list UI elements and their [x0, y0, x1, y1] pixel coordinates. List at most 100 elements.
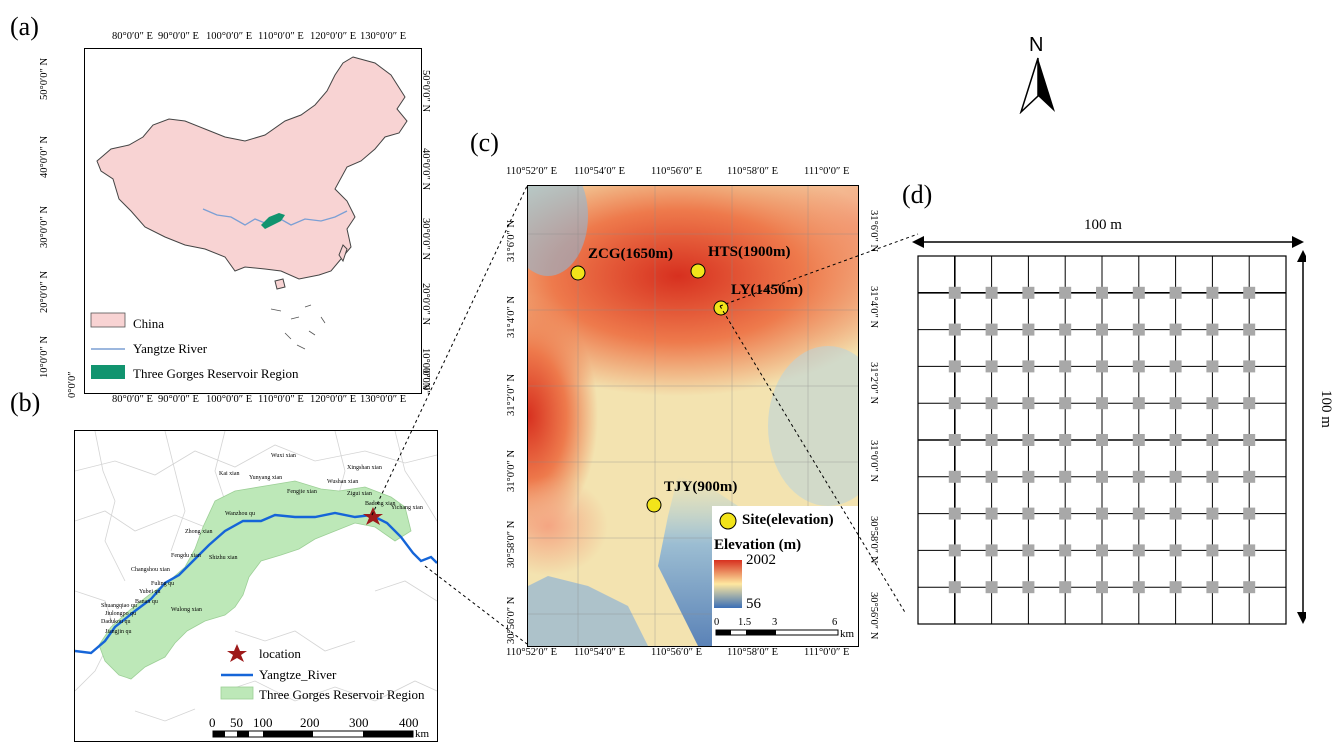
subplot-square — [1169, 581, 1182, 594]
legend-location-label: location — [259, 646, 301, 661]
site-marker-zcg — [570, 265, 586, 281]
subplot-square — [1132, 434, 1145, 446]
lat-label-left: 50°0′0″ N — [39, 57, 50, 100]
subplot-square — [1059, 397, 1072, 410]
lat-label-left: 30°0′0″ N — [39, 205, 50, 248]
scale-label-c: 6 — [832, 617, 838, 628]
subplot-square — [948, 470, 961, 483]
subplot-square — [1243, 360, 1256, 373]
location-star — [363, 507, 383, 525]
county-label: Fengjie xian — [287, 489, 317, 495]
subplot-square — [1169, 360, 1182, 373]
subplot-square — [985, 470, 998, 483]
lon-label-top: 130°0′0″ E — [360, 31, 407, 42]
lat-label-right-c: 31°6′0″ N — [868, 210, 879, 253]
site-marker-ly — [713, 300, 729, 316]
legend-elev-max: 2002 — [746, 552, 776, 568]
lat-label-left-c: 31°0′0″ N — [506, 449, 517, 492]
panel-label-c: (c) — [470, 128, 499, 157]
site-marker-hts — [690, 263, 706, 279]
panel-label-d: (d) — [902, 180, 933, 209]
lat-label-left-c: 30°56′0″ N — [506, 596, 517, 644]
legend-river-label: Yangtze River — [133, 341, 208, 356]
lon-label-bottom: 120°0′0″ E — [310, 394, 357, 405]
subplot-square — [1022, 286, 1035, 299]
scale-unit-b: km — [415, 728, 430, 740]
lat-label-left: 10°0′0″ N — [39, 335, 50, 378]
subplot-square — [948, 434, 961, 446]
subplot-square — [985, 507, 998, 520]
lon-label-bottom: 80°0′0″ E — [112, 394, 153, 405]
subplot-square — [1243, 397, 1256, 410]
lon-label-top: 110°0′0″ E — [258, 31, 304, 42]
subplot-square — [1132, 360, 1145, 373]
lon-label-bottom-c: 110°52′0″ E — [506, 647, 558, 658]
subplot-square — [985, 323, 998, 336]
subplot-square — [1243, 507, 1256, 520]
subplot-square — [1169, 323, 1182, 336]
subplot-square — [1132, 581, 1145, 594]
lon-label-bottom-c: 110°58′0″ E — [727, 647, 779, 658]
lon-label-bottom-c: 110°56′0″ E — [651, 647, 703, 658]
subplot-square — [985, 397, 998, 410]
elevation-map-frame: ZCG(1650m) HTS(1900m) LY(1450m) TJY(900m… — [527, 185, 859, 647]
legend-b — [220, 644, 254, 700]
subplot-square — [985, 544, 998, 557]
subplot-square — [1243, 544, 1256, 557]
subplot-square — [985, 286, 998, 299]
lat-label-left-c: 31°4′0″ N — [506, 295, 517, 338]
subplot-square — [1206, 434, 1219, 446]
taiwan-island — [338, 244, 348, 263]
county-label: Yunyang xian — [249, 475, 283, 481]
subplot-square — [948, 360, 961, 373]
scale-label-c: 1.5 — [738, 617, 752, 628]
subplot-square — [1132, 544, 1145, 557]
county-label: Zhong xian — [185, 529, 213, 535]
scale-label-b: 50 — [230, 715, 243, 730]
subplot-square — [1243, 470, 1256, 483]
scale-label-b: 0 — [209, 715, 216, 730]
subplot-square — [1243, 581, 1256, 594]
lon-label-bottom: 100°0′0″ E — [206, 394, 253, 405]
yangtze-river-b — [74, 511, 438, 655]
elevation-map — [528, 186, 858, 646]
subplot-square — [948, 507, 961, 520]
plot-grid-diagram — [912, 236, 1306, 625]
county-label: Banan qu — [135, 599, 158, 605]
panel-label-a: (a) — [10, 12, 39, 41]
subplot-square — [948, 581, 961, 594]
panel-label-b: (b) — [10, 388, 41, 417]
county-label: Shuangqiao qu — [101, 603, 137, 609]
subplot-square — [985, 434, 998, 446]
lat-label-right-c: 30°56′0″ N — [868, 592, 879, 640]
subplot-square — [948, 286, 961, 299]
site-label-tjy: TJY(900m) — [664, 479, 738, 495]
lon-label-bottom-c: 110°54′0″ E — [574, 647, 626, 658]
scale-label-b: 400 — [399, 715, 419, 730]
lon-label-bottom-c: 111°0′0″ E — [804, 647, 850, 658]
width-label: 100 m — [1084, 217, 1122, 233]
county-label: Changshou xian — [131, 567, 170, 573]
lat-label-left: 20°0′0″ N — [39, 270, 50, 313]
subplot-square — [1096, 323, 1108, 336]
lon-label-top-c: 110°52′0″ E — [506, 166, 558, 177]
scale-bar-b — [212, 730, 414, 738]
subplot-square — [1022, 507, 1035, 520]
lon-label-top-c: 110°54′0″ E — [574, 166, 626, 177]
county-label: Wulong xian — [171, 607, 202, 613]
subplot-square — [1022, 470, 1035, 483]
subplot-square — [1206, 397, 1219, 410]
tgr-map-frame: location Yangtze_River Three Gorges Rese… — [74, 430, 438, 742]
scale-unit-c: km — [840, 628, 855, 640]
lon-label-top-c: 110°58′0″ E — [727, 166, 779, 177]
legend-elev-min: 56 — [746, 596, 761, 612]
county-label: Yubei qu — [139, 589, 161, 595]
subplot-square — [1206, 470, 1219, 483]
height-label: 100 m — [1318, 390, 1334, 428]
subplot-square — [985, 360, 998, 373]
subplot-square — [1206, 507, 1219, 520]
subplot-square — [1059, 470, 1072, 483]
lat-label-left-c: 31°2′0″ N — [506, 373, 517, 416]
county-label: Kai xian — [219, 471, 240, 477]
lat-label-left: 40°0′0″ N — [39, 135, 50, 178]
